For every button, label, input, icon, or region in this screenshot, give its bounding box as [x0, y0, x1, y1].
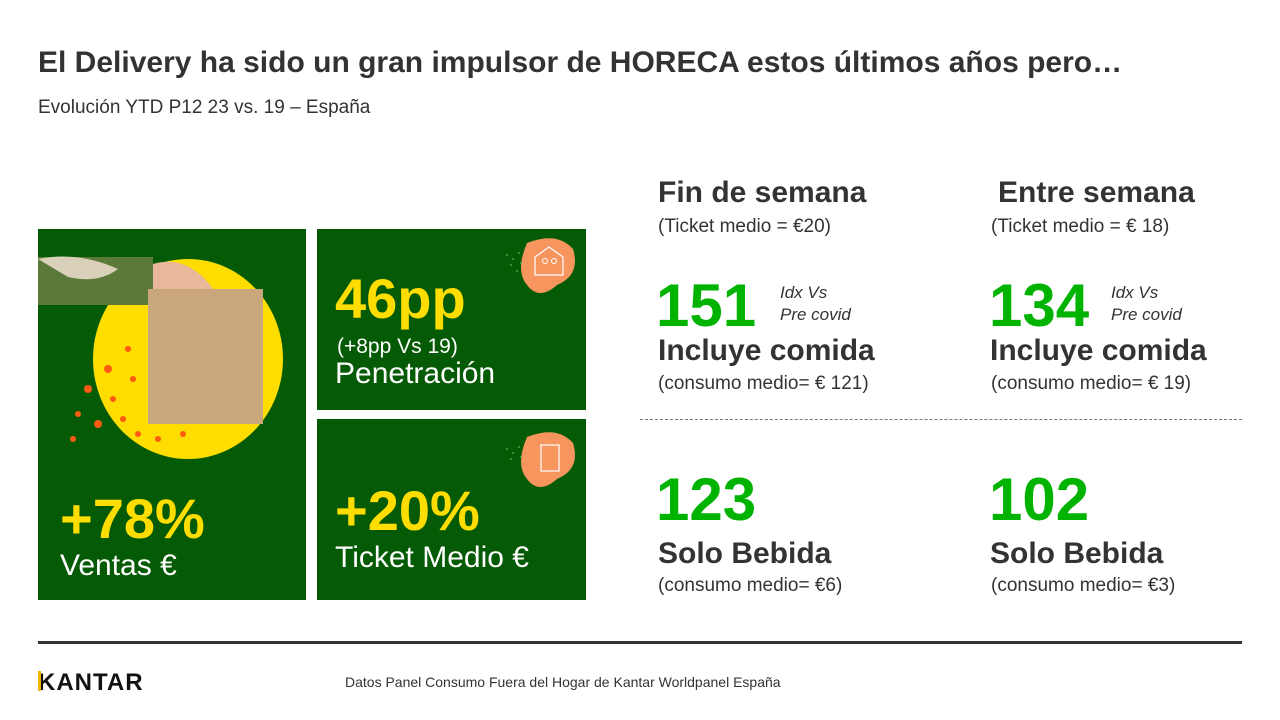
- ventas-tile: +78% Ventas €: [38, 229, 306, 600]
- page-subtitle: Evolución YTD P12 23 vs. 19 – España: [38, 97, 371, 118]
- drink-label: Solo Bebida: [990, 537, 1164, 570]
- idx-label-line: Idx Vs: [780, 283, 828, 302]
- idx-label: Idx Vs Pre covid: [1111, 282, 1182, 326]
- penetracion-value: 46pp: [335, 267, 466, 330]
- drink-index: 123: [656, 466, 757, 533]
- column-heading: Fin de semana: [658, 176, 867, 209]
- footer-rule: [38, 641, 1242, 644]
- kantar-logo: KANTAR: [38, 669, 144, 696]
- idx-label-line: Pre covid: [780, 305, 851, 324]
- source-note: Datos Panel Consumo Fuera del Hogar de K…: [345, 674, 781, 690]
- ticket-medio: (Ticket medio = €20): [658, 216, 832, 237]
- drink-index: 102: [989, 466, 1090, 533]
- idx-label: Idx Vs Pre covid: [780, 282, 851, 326]
- household-icon: [506, 238, 575, 293]
- food-consumo: (consumo medio= € 121): [658, 373, 869, 394]
- ventas-value: +78%: [60, 487, 205, 550]
- logo-accent-bar: [38, 671, 41, 691]
- ticket-medio: (Ticket medio = € 18): [991, 216, 1170, 237]
- ticket-tile: +20% Ticket Medio €: [317, 419, 586, 600]
- page-title: El Delivery ha sido un gran impulsor de …: [38, 46, 1123, 79]
- ticket-value: +20%: [335, 479, 480, 542]
- receipt-icon: [506, 432, 575, 487]
- food-index: 151: [656, 272, 757, 339]
- drink-label: Solo Bebida: [658, 537, 832, 570]
- penetracion-tile: 46pp (+8pp Vs 19) Penetración: [317, 229, 586, 410]
- food-index: 134: [989, 272, 1090, 339]
- food-label: Incluye comida: [990, 334, 1207, 367]
- drink-consumo: (consumo medio= €6): [658, 575, 843, 596]
- delivery-bag-illustration: [38, 256, 283, 459]
- food-consumo: (consumo medio= € 19): [991, 373, 1192, 394]
- column-heading: Entre semana: [998, 176, 1195, 209]
- food-label: Incluye comida: [658, 334, 875, 367]
- penetracion-note: (+8pp Vs 19): [337, 335, 458, 358]
- idx-label-line: Idx Vs: [1111, 283, 1159, 302]
- idx-label-line: Pre covid: [1111, 305, 1182, 324]
- ticket-label: Ticket Medio €: [335, 541, 529, 574]
- ventas-label: Ventas €: [60, 549, 177, 582]
- drink-consumo: (consumo medio= €3): [991, 575, 1176, 596]
- dashed-divider: [640, 419, 1242, 420]
- penetracion-label: Penetración: [335, 357, 496, 390]
